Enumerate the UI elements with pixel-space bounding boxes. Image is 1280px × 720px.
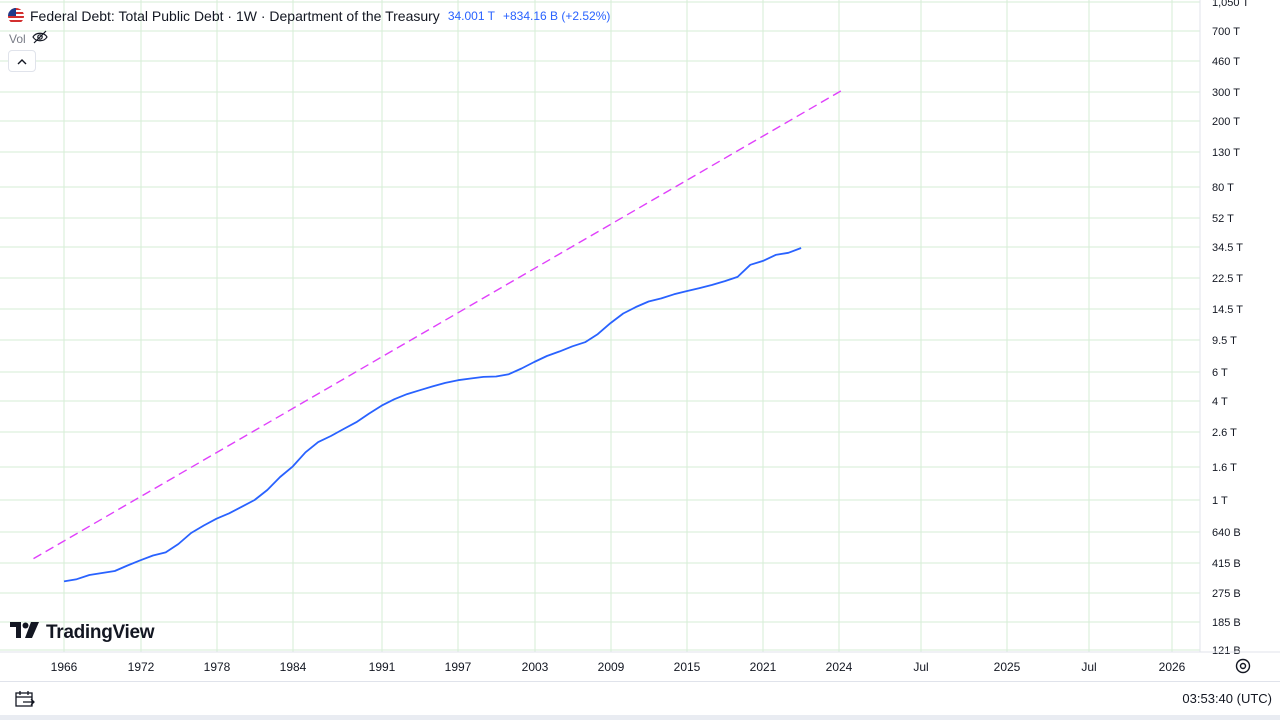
y-tick-label: 14.5 T xyxy=(1212,304,1243,316)
date-range-calendar-icon[interactable] xyxy=(14,689,36,709)
x-tick-label: 2025 xyxy=(994,660,1021,674)
series-layer[interactable] xyxy=(63,247,802,583)
x-tick-label: Jul xyxy=(1081,660,1096,674)
x-tick-label: 2009 xyxy=(598,660,625,674)
y-tick-label: 9.5 T xyxy=(1212,335,1237,347)
y-tick-label: 1,050 T xyxy=(1212,0,1249,9)
price-axis[interactable]: 1,050 T 700 T 460 T 300 T 200 T 130 T 80 T 52 T… xyxy=(1199,0,1249,657)
bottom-toolbar: 03:53:40 (UTC) xyxy=(0,681,1280,716)
x-tick-label: 1972 xyxy=(128,660,155,674)
utc-clock[interactable]: 03:53:40 (UTC) xyxy=(1182,691,1272,706)
last-value: 34.001 T xyxy=(447,9,495,23)
y-tick-label: 22.5 T xyxy=(1212,273,1243,285)
x-tick-label: 1966 xyxy=(51,660,78,674)
x-tick-label: 2024 xyxy=(826,660,853,674)
y-tick-label: 640 B xyxy=(1212,527,1241,539)
change-value: +834.16 B (+2.52%) xyxy=(502,9,611,23)
y-tick-label: 1.6 T xyxy=(1212,462,1237,474)
x-tick-label: 2021 xyxy=(750,660,777,674)
tradingview-logo-icon xyxy=(10,622,40,644)
trendline-layer[interactable] xyxy=(33,88,845,560)
y-tick-label: 300 T xyxy=(1212,87,1240,99)
horizontal-grid xyxy=(0,1,1200,651)
y-tick-label: 52 T xyxy=(1212,213,1234,225)
y-tick-label: 130 T xyxy=(1212,147,1240,159)
eye-off-icon[interactable] xyxy=(31,30,48,47)
x-tick-label: 1984 xyxy=(280,660,307,674)
volume-label: Vol xyxy=(9,31,26,46)
us-flag-icon xyxy=(8,8,24,24)
collapse-legend-button[interactable] xyxy=(8,50,36,72)
x-tick-label: 1997 xyxy=(445,660,472,674)
x-tick-label: 2015 xyxy=(674,660,701,674)
y-tick-label: 121 B xyxy=(1212,645,1241,657)
chart-legend[interactable]: Federal Debt: Total Public Debt · 1W · D… xyxy=(8,6,610,26)
x-tick-label: 1991 xyxy=(369,660,396,674)
volume-indicator-row[interactable]: Vol xyxy=(9,30,48,47)
y-tick-label: 6 T xyxy=(1212,367,1228,379)
time-axis[interactable]: 1966 1972 1978 1984 1991 1997 2003 2009 2015 2021… xyxy=(0,651,1280,674)
tradingview-logo[interactable]: TradingView xyxy=(10,622,155,644)
x-tick-label: 2026 xyxy=(1159,660,1186,674)
y-tick-label: 275 B xyxy=(1212,588,1241,600)
y-tick-label: 200 T xyxy=(1212,116,1240,128)
y-tick-label: 700 T xyxy=(1212,26,1240,38)
chevron-up-icon xyxy=(17,52,27,70)
tradingview-logo-text: TradingView xyxy=(46,622,155,643)
y-tick-label: 1 T xyxy=(1212,495,1228,507)
trendline[interactable] xyxy=(33,88,845,560)
y-tick-label: 80 T xyxy=(1212,182,1234,194)
x-tick-label: 1978 xyxy=(204,660,231,674)
bottom-strip xyxy=(0,715,1280,720)
chart-settings-button[interactable] xyxy=(1233,656,1253,676)
gear-icon xyxy=(1233,658,1253,680)
x-tick-label: Jul xyxy=(913,660,928,674)
series-title: Federal Debt: Total Public Debt · 1W · D… xyxy=(30,8,440,24)
y-tick-label: 415 B xyxy=(1212,558,1241,570)
y-tick-label: 460 T xyxy=(1212,56,1240,68)
x-tick-label: 2003 xyxy=(522,660,549,674)
y-tick-label: 4 T xyxy=(1212,396,1228,408)
y-tick-label: 185 B xyxy=(1212,617,1241,629)
y-tick-label: 34.5 T xyxy=(1212,242,1243,254)
vertical-grid xyxy=(63,0,1173,652)
y-tick-label: 2.6 T xyxy=(1212,427,1237,439)
price-chart[interactable]: 1,050 T 700 T 460 T 300 T 200 T 130 T 80 T 52 T… xyxy=(0,0,1280,681)
debt-series-line[interactable] xyxy=(63,247,802,583)
